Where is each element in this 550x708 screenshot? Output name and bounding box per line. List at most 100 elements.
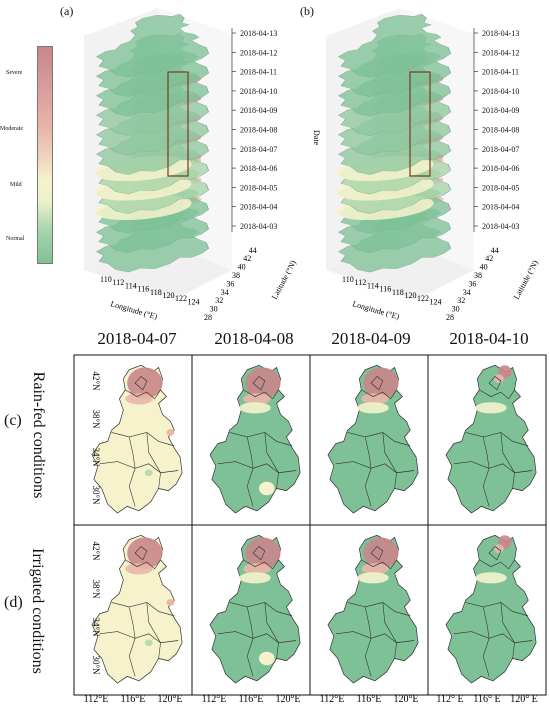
lon-tick-label: 120°E: [157, 694, 182, 705]
legend-mild: Mild: [10, 182, 22, 188]
grid-date-col4: 2018-04-10: [449, 329, 529, 348]
grid-date-col2: 2018-04-08: [214, 329, 294, 348]
legend-colorbar: [37, 46, 53, 264]
cube-a-lon-tick: 124: [188, 297, 200, 306]
cube-a-date-tick: 2018-04-11: [240, 68, 277, 77]
cube-a-lon-tick: 112: [113, 278, 125, 287]
moderate-patch: [243, 393, 271, 405]
legend-severe: Severe: [6, 70, 23, 76]
cube-b-date-tick: 2018-04-13: [482, 29, 519, 38]
cube-b-lat-tick: 42: [485, 254, 493, 263]
cube-b-slice: [337, 13, 452, 78]
legend: Severe Moderate Mild Normal: [0, 46, 90, 266]
grid-date-col3: 2018-04-09: [331, 329, 411, 348]
lat-tick-label: 38°N: [91, 579, 101, 599]
severe-patch: [245, 367, 281, 399]
cube-b-lat-tick: 40: [480, 263, 488, 272]
cube-b-date-tick: 2018-04-05: [482, 183, 519, 192]
cube-a-date-tick: 2018-04-04: [240, 203, 277, 212]
cube-a-date-tick: 2018-04-12: [240, 48, 277, 57]
cube-a-date-tick: 2018-04-10: [240, 87, 277, 96]
cube-a-lat-tick: 38: [232, 271, 240, 280]
cube-a-slice: [95, 13, 210, 78]
lon-tick-label: 120°E: [275, 694, 300, 705]
cube-a-highlight-box: [167, 71, 189, 177]
cube-a-lon-tick: 116: [138, 285, 150, 294]
cube-a-lat-tick: 30: [210, 305, 218, 314]
cube-b-lon-tick: 114: [367, 281, 379, 290]
lon-tick-label: 120°E: [393, 694, 418, 705]
cube-a-lat-tick: 36: [226, 279, 234, 288]
moderate-patch: [243, 563, 271, 575]
severe-patch: [245, 537, 281, 569]
lat-tick-label: 42°N: [91, 541, 101, 561]
lat-tick-label: 42°N: [91, 371, 101, 391]
region-map: [327, 364, 419, 514]
cube-b-lat-tick: 38: [474, 271, 482, 280]
cube-a-lat-tick: 32: [215, 296, 223, 305]
lon-tick-label: 112°E: [84, 694, 109, 705]
legend-normal: Normal: [6, 236, 25, 242]
cube-a-date-tick: 2018-04-07: [240, 145, 277, 154]
cube-b-date-tick: 2018-04-07: [482, 145, 519, 154]
cube-a-lat-tick: 28: [204, 313, 212, 322]
cube-b-highlight-box: [409, 71, 431, 177]
cube-a-date-tick: 2018-04-06: [240, 164, 277, 173]
cube-b-lon-tick: 116: [380, 285, 392, 294]
cube-b-lat-tick: 28: [446, 313, 454, 322]
row-d-letter: (d): [4, 594, 23, 611]
lon-tick-label: 116° E: [473, 694, 500, 705]
cube-a-date-tick: 2018-04-03: [240, 222, 277, 231]
cube-plot-a: 2018-04-13 2018-04-12 2018-04-11 2018-04-10…: [84, 8, 540, 322]
lon-tick-label: 120° E: [510, 694, 538, 705]
cube-a-lat-tick: 42: [243, 254, 251, 263]
region-map: [327, 534, 419, 684]
cube-a-date-tick: 2018-04-09: [240, 106, 277, 115]
lon-tick-label: 116°E: [121, 694, 146, 705]
cube-b-lat-tick: 32: [457, 296, 465, 305]
cube-b-date-tick: 2018-04-10: [482, 87, 519, 96]
lat-tick-label: 38°N: [91, 409, 101, 429]
lat-tick-label: 34°N: [91, 617, 101, 637]
cube-a-date-tick: 2018-04-13: [240, 29, 277, 38]
panel-b-label: (b): [300, 4, 314, 18]
region-map: [445, 364, 537, 514]
cube-a-lat-tick: 34: [221, 288, 229, 297]
cube-b-date-tick: 2018-04-08: [482, 126, 519, 135]
cube-b-date-tick: 2018-04-11: [482, 68, 519, 77]
severe-patch: [363, 367, 399, 399]
cube-b-date-tick: 2018-04-04: [482, 203, 519, 212]
moderate-patch: [125, 563, 153, 575]
row-c-letter: (c): [4, 412, 22, 429]
moderate-patch: [361, 563, 389, 575]
cube-b-date-tick: 2018-04-03: [482, 222, 519, 231]
cube-a-lat-tick: 44: [249, 246, 257, 255]
cube-b-lat-tick: 44: [491, 246, 499, 255]
moderate-patch: [361, 393, 389, 405]
region-map: [209, 364, 301, 514]
severe-patch: [127, 367, 163, 399]
moderate-patch: [493, 544, 504, 554]
cube-b-lat-tick: 30: [452, 305, 460, 314]
moderate-patch: [125, 393, 153, 405]
region-map: [209, 534, 301, 684]
cube-b-lon-tick: 112: [355, 278, 367, 287]
cube-b-lat-tick: 36: [468, 279, 476, 288]
cube-a-date-tick: 2018-04-05: [240, 183, 277, 192]
cube-a-lon-tick: 110: [100, 275, 112, 284]
lon-tick-label: 112° E: [436, 694, 463, 705]
cube-b-lon-tick: 120: [405, 291, 417, 300]
lon-tick-label: 116°E: [357, 694, 382, 705]
lon-tick-label: 112°E: [202, 694, 227, 705]
cube-a-lon-tick: 114: [125, 281, 137, 290]
cube-a-lon-tick: 118: [150, 288, 162, 297]
grid-date-col1: 2018-04-07: [97, 329, 177, 348]
cube-a-date-axis-title: Date: [312, 130, 321, 146]
region-map: [91, 364, 183, 514]
lon-tick-label: 112°E: [320, 694, 345, 705]
moderate-patch: [493, 374, 504, 384]
cube-b-lat-tick: 34: [463, 288, 471, 297]
cube-b-lon-tick: 124: [430, 297, 442, 306]
legend-moderate: Moderate: [0, 126, 23, 132]
